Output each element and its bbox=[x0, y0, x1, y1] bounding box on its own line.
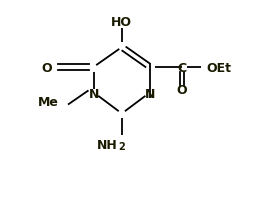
Text: O: O bbox=[41, 61, 52, 74]
Text: N: N bbox=[145, 88, 155, 100]
Text: N: N bbox=[88, 88, 99, 100]
Text: O: O bbox=[177, 83, 187, 96]
Text: C: C bbox=[177, 61, 186, 74]
Text: 2: 2 bbox=[118, 142, 125, 152]
Text: OEt: OEt bbox=[206, 61, 231, 74]
Text: NH: NH bbox=[96, 139, 117, 152]
Text: Me: Me bbox=[38, 95, 59, 109]
Text: HO: HO bbox=[111, 16, 132, 29]
